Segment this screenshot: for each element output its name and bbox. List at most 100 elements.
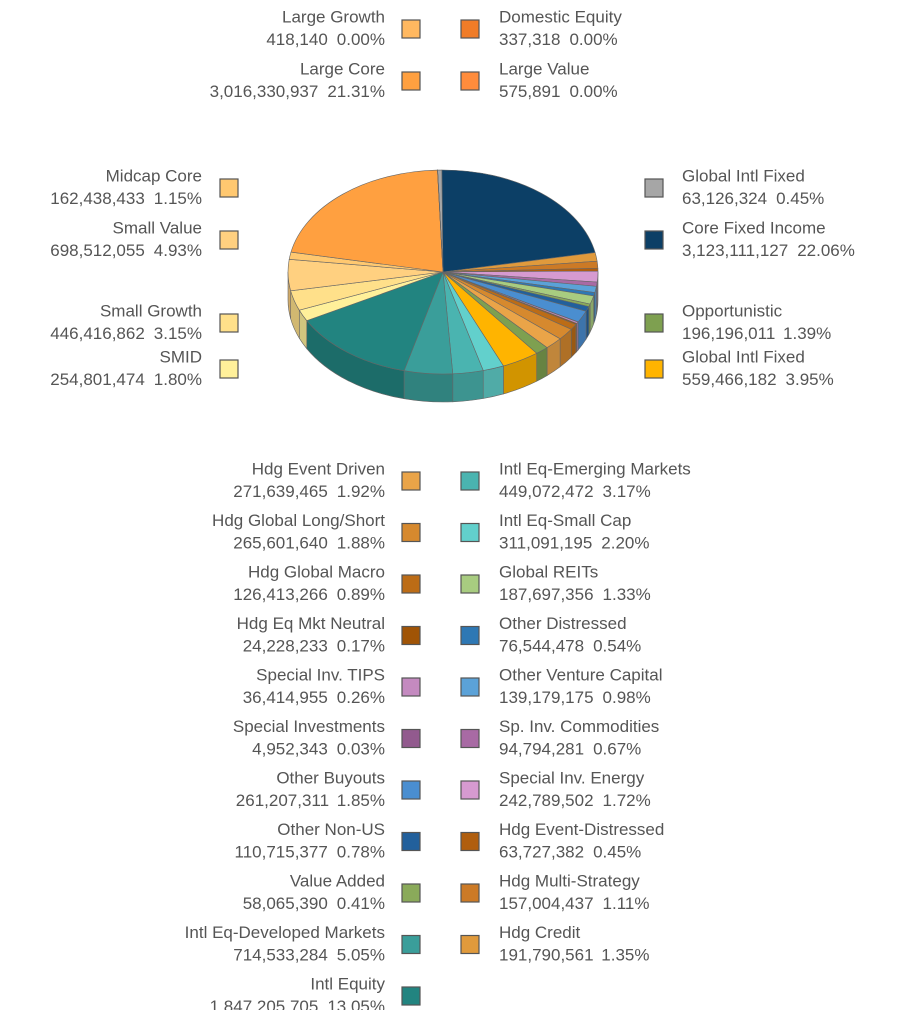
legend-percent: 0.45% — [593, 843, 641, 862]
legend-swatch — [645, 314, 663, 332]
legend-amount: 58,065,390 — [243, 894, 328, 913]
legend-swatch — [220, 231, 238, 249]
legend-amount: 446,416,862 — [50, 324, 145, 343]
legend-amount: 261,207,311 — [236, 791, 329, 810]
legend-swatch — [220, 360, 238, 378]
legend-label: Global Intl Fixed — [682, 347, 805, 366]
legend-label: Global REITs — [499, 562, 598, 581]
legend-amount: 139,179,175 — [499, 688, 594, 707]
legend-label: Intl Equity — [310, 974, 385, 993]
legend-label: Hdg Global Macro — [248, 562, 385, 581]
legend-amount: 94,794,281 — [499, 740, 584, 759]
legend-value: 575,891 0.00% — [499, 82, 618, 101]
legend-amount: 63,727,382 — [499, 843, 584, 862]
legend-label: Large Value — [499, 59, 589, 78]
legend-percent: 3.15% — [154, 324, 202, 343]
legend-percent: 0.26% — [337, 688, 385, 707]
legend-percent: 0.45% — [776, 189, 824, 208]
legend-swatch — [461, 627, 479, 645]
legend-amount: 157,004,437 — [499, 894, 594, 913]
legend-percent: 0.89% — [337, 585, 385, 604]
legend-label: Value Added — [290, 871, 385, 890]
legend-percent: 0.00% — [569, 30, 617, 49]
pie-side — [453, 371, 483, 402]
legend-value: 63,727,382 0.45% — [499, 843, 641, 862]
legend-label: Hdg Event-Distressed — [499, 820, 664, 839]
legend-percent: 0.41% — [337, 894, 385, 913]
legend-percent: 0.00% — [569, 82, 617, 101]
legend-percent: 0.67% — [593, 740, 641, 759]
legend-swatch — [461, 20, 479, 38]
legend-amount: 271,639,465 — [233, 482, 328, 501]
legend-percent: 3.17% — [603, 482, 651, 501]
legend-percent: 0.00% — [337, 30, 385, 49]
legend-percent: 1.33% — [603, 585, 651, 604]
legend-value: 271,639,465 1.92% — [233, 482, 385, 501]
legend-label: Global Intl Fixed — [682, 166, 805, 185]
legend-amount: 4,952,343 — [252, 740, 328, 759]
legend-amount: 698,512,055 — [50, 241, 145, 260]
legend-amount: 36,414,955 — [243, 688, 328, 707]
legend-value: 58,065,390 0.41% — [243, 894, 385, 913]
legend-swatch — [402, 72, 420, 90]
legend-percent: 1.85% — [337, 791, 385, 810]
legend-percent: 1.72% — [603, 791, 651, 810]
legend-value: 446,416,862 3.15% — [50, 324, 202, 343]
legend-swatch — [645, 231, 663, 249]
legend-amount: 63,126,324 — [682, 189, 767, 208]
legend-amount: 196,196,011 — [682, 324, 775, 343]
legend-swatch — [461, 833, 479, 851]
legend-swatch — [402, 627, 420, 645]
legend-swatch — [402, 575, 420, 593]
legend-value: 94,794,281 0.67% — [499, 740, 641, 759]
legend-percent: 1.92% — [337, 482, 385, 501]
legend-label: Hdg Global Long/Short — [212, 511, 385, 530]
legend-percent: 13.05% — [327, 997, 385, 1010]
legend-percent: 1.39% — [783, 324, 831, 343]
legend-percent: 0.78% — [337, 843, 385, 862]
legend-value: 337,318 0.00% — [499, 30, 618, 49]
legend-percent: 1.11% — [603, 894, 650, 913]
legend-swatch — [461, 678, 479, 696]
legend-value: 63,126,324 0.45% — [682, 189, 824, 208]
legend-percent: 5.05% — [337, 946, 385, 965]
legend-swatch — [402, 833, 420, 851]
legend-swatch — [461, 72, 479, 90]
legend-label: Special Investments — [233, 717, 385, 736]
legend-amount: 24,228,233 — [243, 637, 328, 656]
legend-swatch — [220, 314, 238, 332]
legend-amount: 337,318 — [499, 30, 560, 49]
legend-swatch — [402, 20, 420, 38]
legend-label: Other Buyouts — [276, 768, 385, 787]
legend-label: Opportunistic — [682, 301, 783, 320]
legend-label: Special Inv. Energy — [499, 768, 645, 787]
legend-amount: 3,016,330,937 — [210, 82, 319, 101]
legend-label: Other Venture Capital — [499, 665, 662, 684]
legend-amount: 575,891 — [499, 82, 560, 101]
legend-swatch — [402, 524, 420, 542]
legend-value: 196,196,011 1.39% — [682, 324, 831, 343]
legend-label: SMID — [160, 347, 203, 366]
legend-label: Hdg Credit — [499, 923, 581, 942]
legend-label: Other Distressed — [499, 614, 627, 633]
pie-side — [586, 307, 589, 340]
legend-amount: 559,466,182 — [682, 370, 777, 389]
pie-side — [404, 371, 453, 402]
legend-amount: 126,413,266 — [233, 585, 328, 604]
legend-swatch — [645, 360, 663, 378]
legend-label: Intl Eq-Emerging Markets — [499, 459, 691, 478]
